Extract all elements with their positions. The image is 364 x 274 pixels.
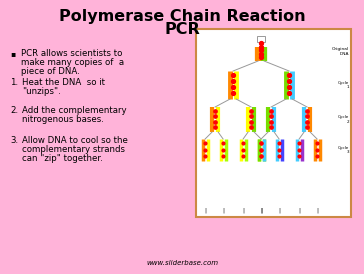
Text: www.sliderbase.com: www.sliderbase.com <box>146 260 218 266</box>
Text: |: | <box>298 207 300 213</box>
Text: |: | <box>222 207 224 213</box>
Bar <box>257 36 265 42</box>
Text: can "zip" together.: can "zip" together. <box>22 154 103 163</box>
Text: piece of DNA.: piece of DNA. <box>21 67 80 76</box>
Text: 1.: 1. <box>10 78 18 87</box>
Text: Polymerase Chain Reaction: Polymerase Chain Reaction <box>59 8 305 24</box>
Text: |: | <box>260 207 262 213</box>
FancyBboxPatch shape <box>196 29 351 217</box>
Text: |: | <box>278 207 280 213</box>
Text: make many copies of  a: make many copies of a <box>21 58 124 67</box>
Text: Add the complementary: Add the complementary <box>22 106 127 115</box>
Text: Cycle
2: Cycle 2 <box>338 115 349 124</box>
Text: ▪: ▪ <box>10 49 15 58</box>
Text: |: | <box>260 207 262 213</box>
Text: 3.: 3. <box>10 136 18 145</box>
Text: PCR allows scientists to: PCR allows scientists to <box>21 49 122 58</box>
Text: |: | <box>204 207 206 213</box>
Text: Cycle
1: Cycle 1 <box>338 81 349 89</box>
Text: Cycle
3: Cycle 3 <box>338 146 349 154</box>
Text: nitrogenous bases.: nitrogenous bases. <box>22 115 104 124</box>
Text: |: | <box>316 207 318 213</box>
Text: complementary strands: complementary strands <box>22 145 125 154</box>
Text: 2.: 2. <box>10 106 18 115</box>
Text: |: | <box>242 207 244 213</box>
Text: Heat the DNA  so it: Heat the DNA so it <box>22 78 105 87</box>
Text: PCR: PCR <box>164 22 200 38</box>
Text: Original
DNA: Original DNA <box>332 47 349 56</box>
Text: "unzips".: "unzips". <box>22 87 61 96</box>
Text: Allow DNA to cool so the: Allow DNA to cool so the <box>22 136 128 145</box>
